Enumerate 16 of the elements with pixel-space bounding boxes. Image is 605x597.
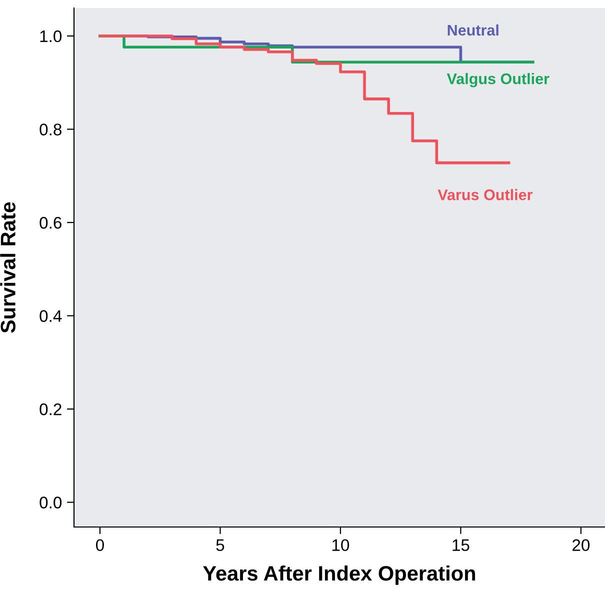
x-tick-label: 20 [572, 539, 590, 552]
y-tick-label: 0.6 [40, 216, 62, 229]
y-tick-label: 0.0 [40, 496, 62, 508]
y-tick-label: 0.4 [40, 310, 62, 322]
x-tick-label: 15 [452, 539, 470, 552]
y-axis-title: Survival Rate [0, 202, 16, 333]
x-axis-title: Years After Index Operation [203, 565, 476, 585]
x-tick-label: 5 [216, 539, 224, 552]
y-tick-label: 0.2 [40, 403, 62, 416]
x-tick-label: 10 [332, 539, 350, 552]
series-label: Valgus Outlier [446, 72, 550, 88]
y-tick-label: 0.8 [40, 124, 62, 136]
x-tick-label: 0 [96, 539, 104, 552]
series-label: Varus Outlier [438, 189, 533, 200]
y-tick-label: 1.0 [40, 30, 62, 42]
series-label: Neutral [448, 24, 498, 36]
